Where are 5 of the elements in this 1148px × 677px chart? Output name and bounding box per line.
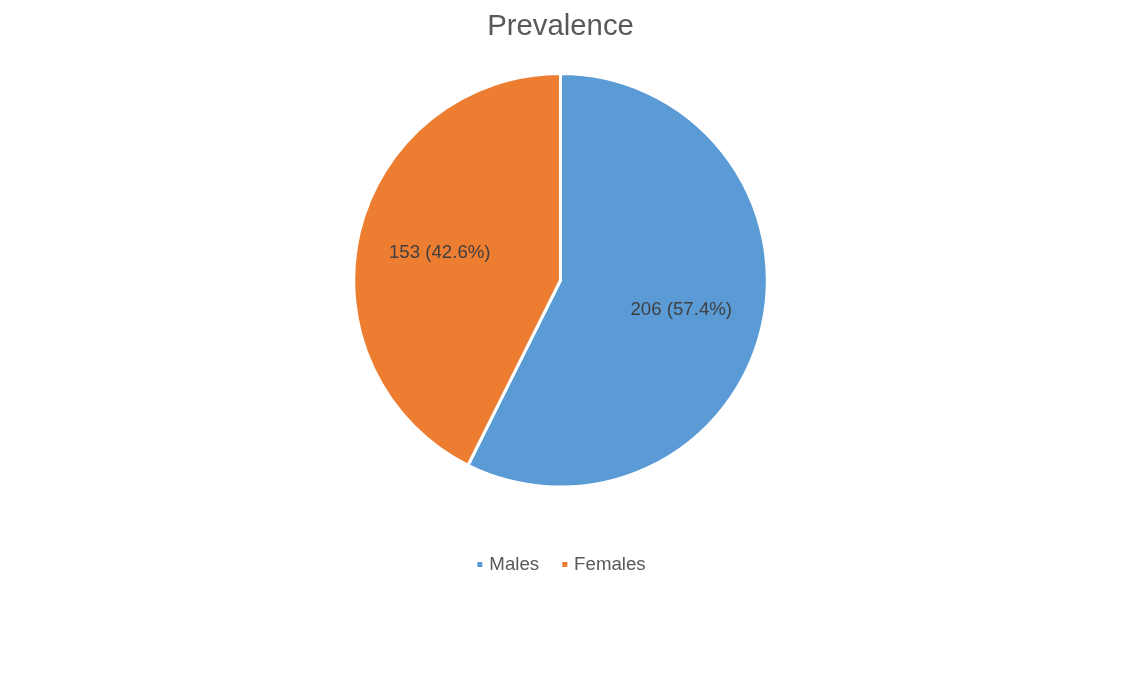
legend-label: Males — [489, 553, 540, 575]
data-label: 206 (57.4%) — [630, 298, 733, 320]
legend-label: Females — [574, 553, 646, 575]
chart-title: Prevalence — [487, 7, 634, 41]
data-label: 153 (42.6%) — [388, 241, 491, 263]
